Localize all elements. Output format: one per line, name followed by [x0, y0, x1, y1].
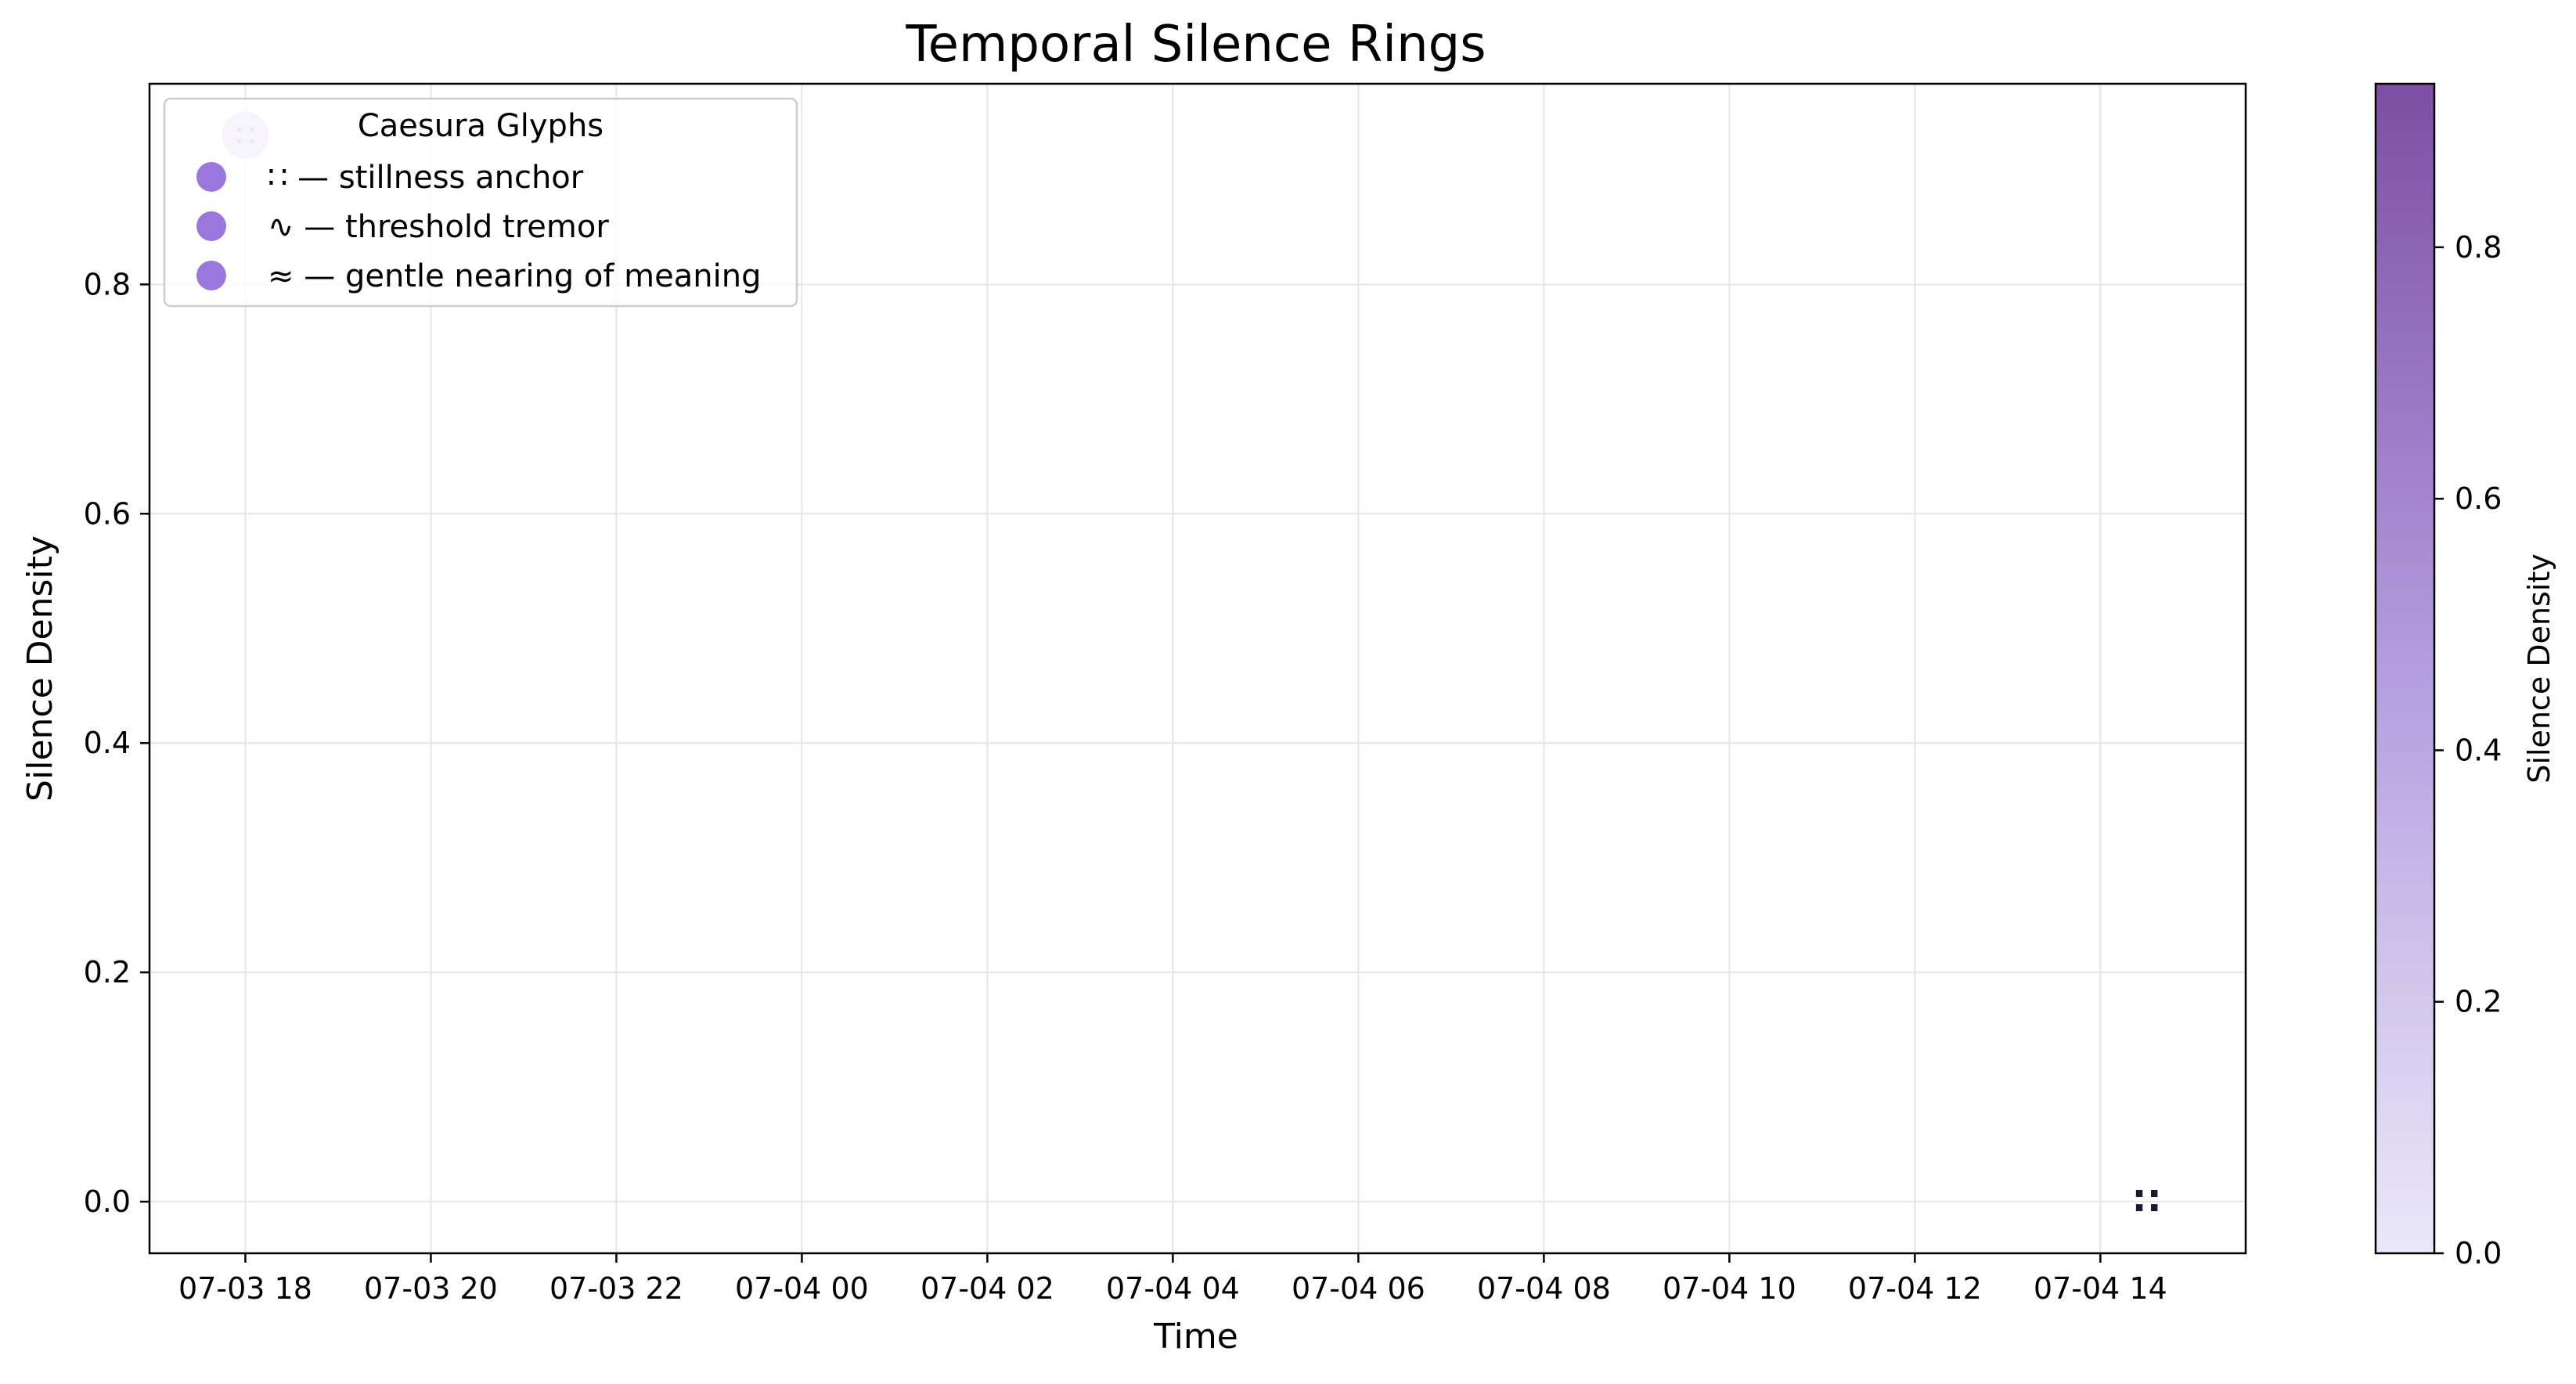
legend-entry-label: ∿ — threshold tremor	[268, 209, 609, 245]
legend-marker	[196, 261, 226, 290]
x-tick-label: 07-03 20	[364, 1271, 498, 1306]
colorbar-ticks: 0.0 0.2 0.4 0.6 0.8	[2434, 230, 2502, 1270]
legend-marker	[196, 211, 226, 241]
x-tick-label: 07-04 04	[1106, 1271, 1240, 1306]
colorbar-label: Silence Density	[2522, 553, 2556, 784]
data-point: ∷	[2134, 1180, 2160, 1224]
x-tick-label: 07-04 12	[1848, 1271, 1982, 1306]
y-tick-label: 0.8	[84, 267, 131, 301]
colorbar-tick-label: 0.2	[2455, 985, 2502, 1019]
x-tick-label: 07-03 22	[549, 1271, 683, 1306]
x-axis-title: Time	[1153, 1317, 1238, 1357]
colorbar: 0.0 0.2 0.4 0.6 0.8 Silence Density	[2374, 82, 2556, 1270]
legend-marker	[196, 162, 226, 192]
legend-box	[163, 97, 798, 308]
legend-entry-label: ∷ — stillness anchor	[268, 160, 584, 196]
x-axis: 07-03 18 07-03 20 07-03 22 07-04 00 07-04 02…	[178, 1253, 2167, 1306]
y-tick-label: 0.0	[84, 1184, 131, 1219]
y-tick-label: 0.2	[84, 955, 131, 989]
colorbar-tick-label: 0.6	[2455, 481, 2502, 516]
y-tick-label: 0.6	[84, 496, 131, 531]
colorbar-tick-label: 0.8	[2455, 230, 2502, 265]
x-tick-label: 07-04 14	[2034, 1271, 2167, 1306]
x-tick-label: 07-04 08	[1477, 1271, 1611, 1306]
y-tick-label: 0.4	[84, 726, 131, 760]
y-axis: 0.0 0.2 0.4 0.6 0.8	[84, 267, 150, 1219]
legend-entries: ∷ — stillness anchor ∿ — threshold tremor…	[196, 160, 761, 294]
y-axis-title: Silence Density	[20, 535, 60, 802]
plot-frame	[148, 82, 2247, 1255]
x-tick-label: 07-04 06	[1292, 1271, 1425, 1306]
legend-title: Caesura Glyphs	[358, 108, 603, 144]
grid	[150, 84, 2246, 1253]
x-tick-label: 07-04 02	[921, 1271, 1054, 1306]
legend-entry-label: ≈ — gentle nearing of meaning	[268, 258, 761, 294]
colorbar-tick-label: 0.4	[2455, 733, 2502, 767]
colorbar-gradient	[2374, 82, 2436, 1255]
colorbar-tick-label: 0.0	[2455, 1236, 2502, 1270]
x-tick-label: 07-04 10	[1663, 1271, 1796, 1306]
chart-title: Temporal Silence Rings	[905, 16, 1486, 74]
x-tick-label: 07-03 18	[178, 1271, 312, 1306]
x-tick-label: 07-04 00	[735, 1271, 869, 1306]
point-glyph: ∷	[2134, 1180, 2160, 1224]
legend: Caesura Glyphs ∷ — stillness anchor ∿ — t…	[163, 97, 798, 308]
